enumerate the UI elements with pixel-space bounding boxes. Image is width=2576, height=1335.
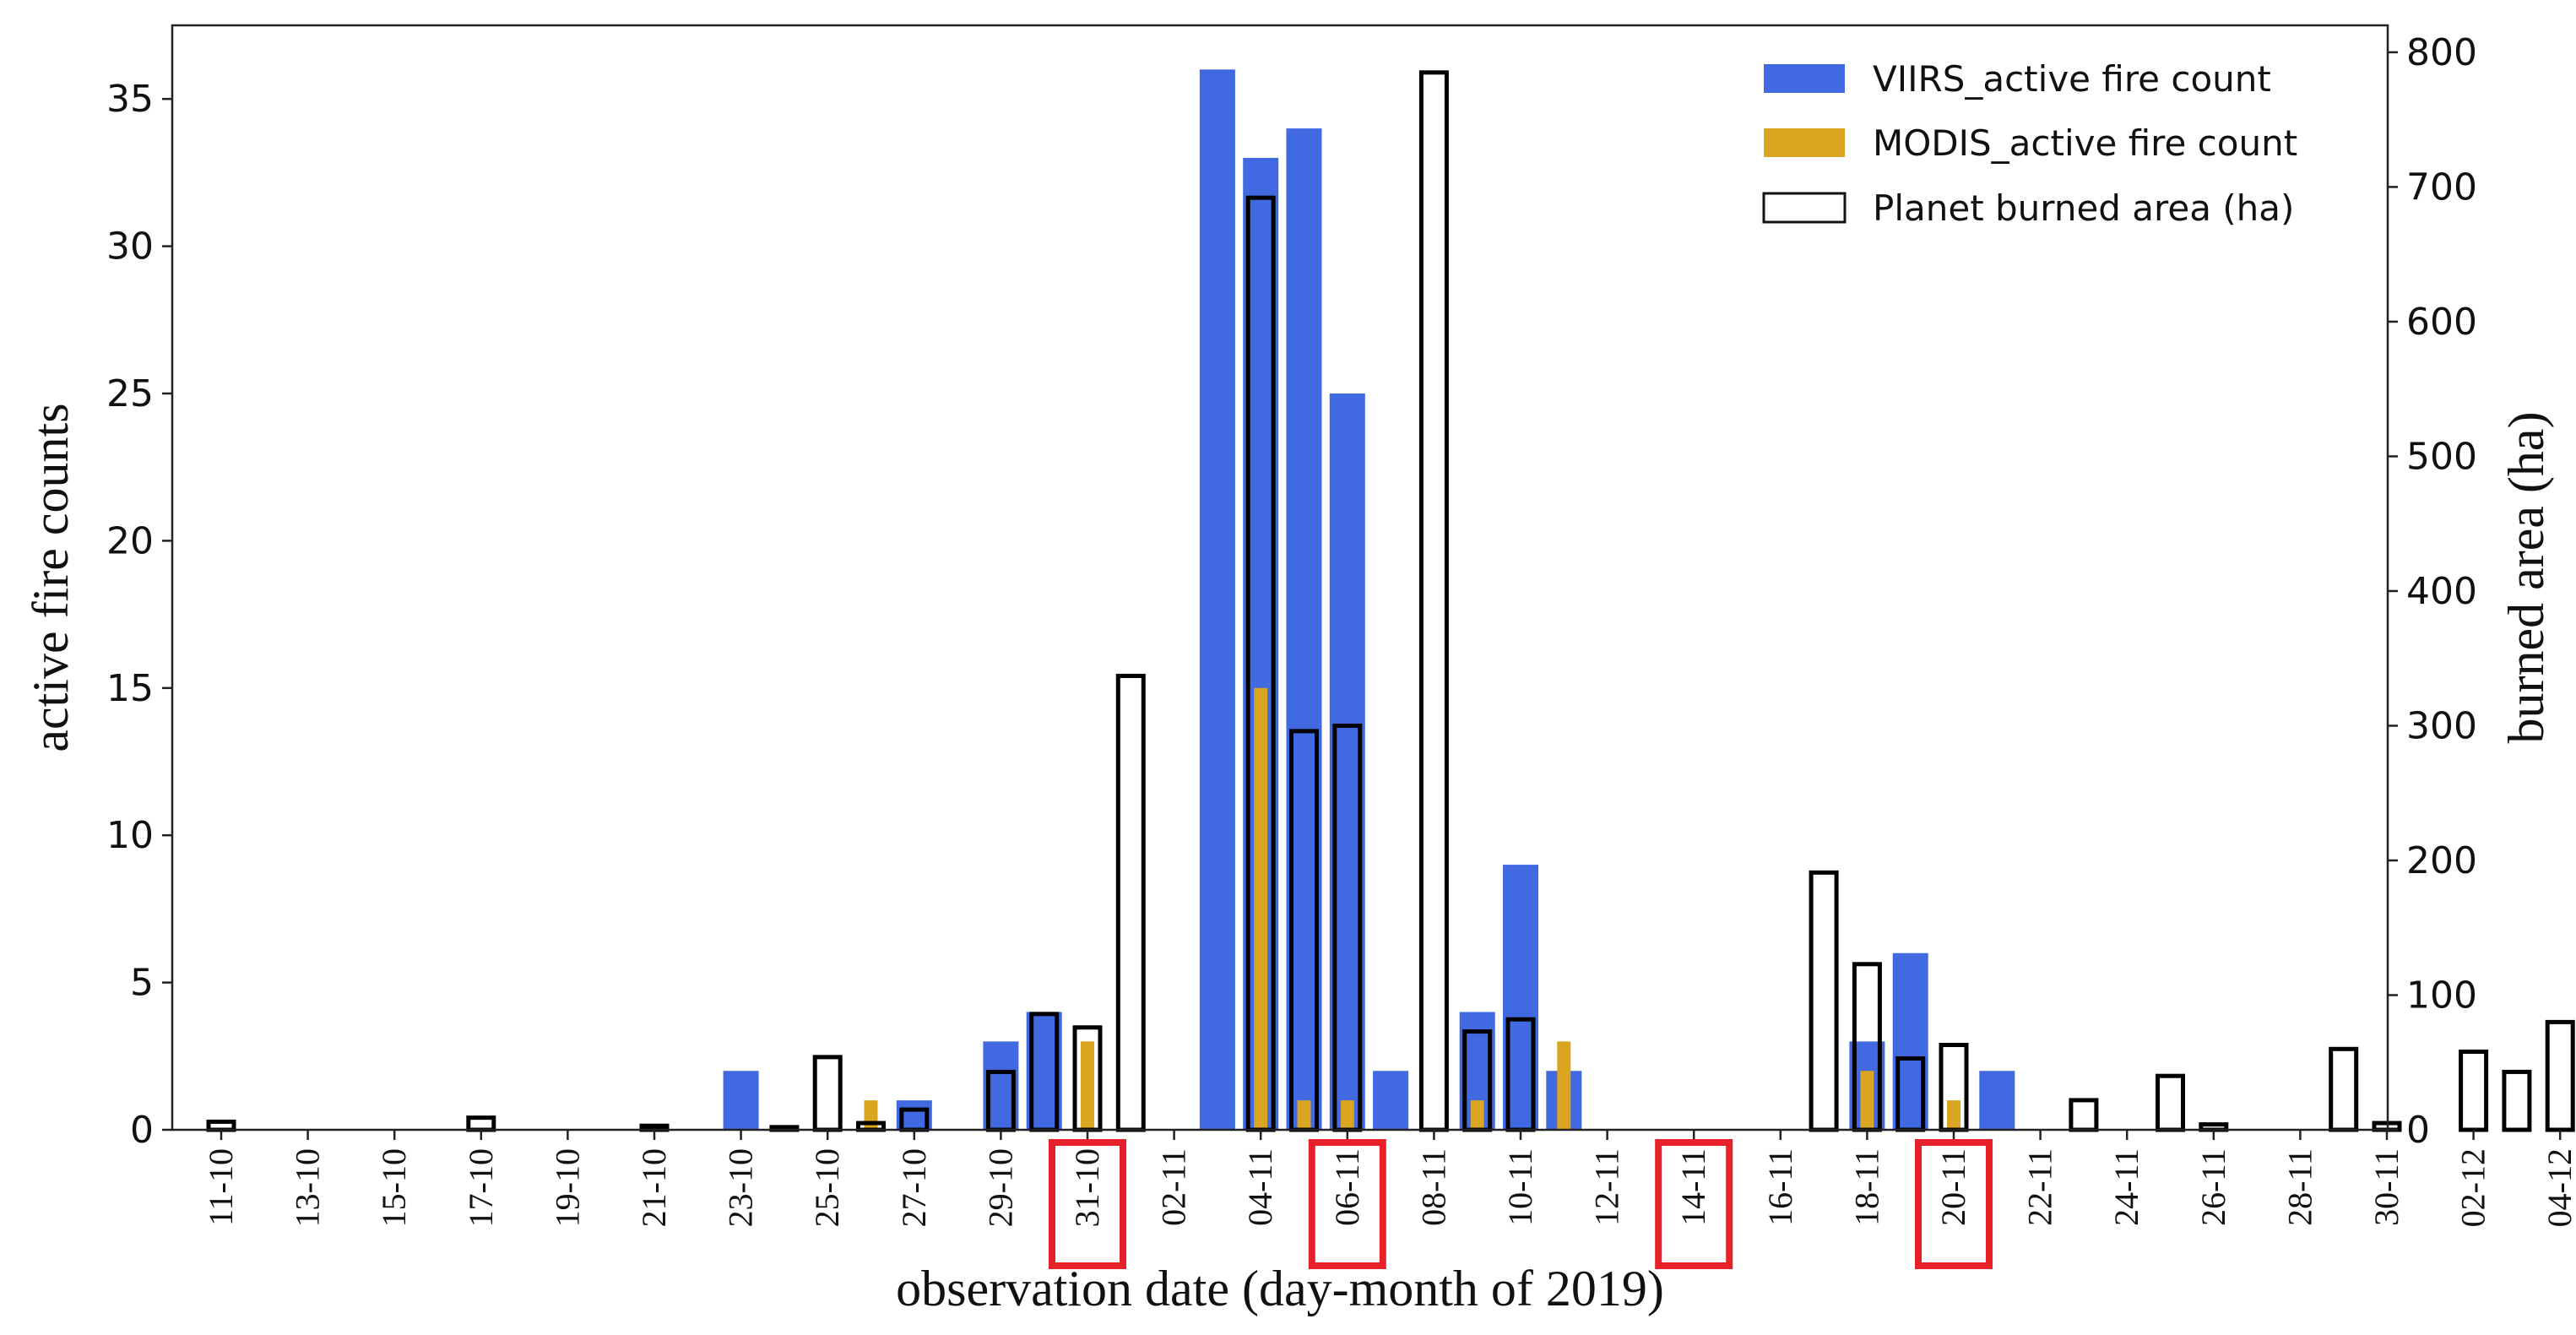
x-tick-label: 04-11 bbox=[1241, 1148, 1279, 1226]
y-axis-right-label: burned area (ha) bbox=[2498, 411, 2554, 743]
x-tick-label: 02-11 bbox=[1155, 1148, 1193, 1226]
y-right-tick-label: 200 bbox=[2406, 839, 2477, 882]
planet-bar bbox=[1418, 70, 1449, 1132]
legend-swatch-modis bbox=[1764, 128, 1845, 157]
highlight-layer bbox=[1049, 1139, 1993, 1269]
x-tick-label: 14-11 bbox=[1674, 1148, 1712, 1226]
x-tick-label: 08-11 bbox=[1414, 1148, 1452, 1226]
modis-bar bbox=[1470, 1100, 1484, 1130]
planet-bar bbox=[2329, 1046, 2359, 1132]
x-axis-label: observation date (day-month of 2019) bbox=[896, 1261, 1664, 1316]
x-tick-label: 30-11 bbox=[2367, 1148, 2405, 1226]
legend-label-planet: Planet burned area (ha) bbox=[1873, 187, 2294, 229]
modis-bar bbox=[864, 1100, 878, 1130]
x-tick-label: 13-10 bbox=[289, 1148, 327, 1227]
y-left-tick-label: 20 bbox=[106, 519, 154, 562]
x-tick-label: 15-10 bbox=[375, 1148, 413, 1227]
viirs-bar bbox=[1199, 69, 1235, 1131]
x-tick-label: 04-12 bbox=[2541, 1148, 2576, 1227]
legend-swatch-viirs bbox=[1764, 64, 1845, 93]
x-tick-label: 27-10 bbox=[895, 1148, 933, 1227]
y-left-tick-label: 30 bbox=[106, 225, 154, 269]
highlight-box bbox=[1308, 1139, 1386, 1269]
x-tick-label: 25-10 bbox=[808, 1148, 846, 1227]
highlight-box bbox=[1655, 1139, 1733, 1269]
planet-bar bbox=[1809, 870, 1839, 1132]
viirs-bar bbox=[723, 1071, 759, 1130]
planet-bar bbox=[812, 1055, 843, 1132]
highlight-box bbox=[1049, 1139, 1126, 1269]
x-tick-label: 31-10 bbox=[1068, 1148, 1106, 1227]
highlight-box bbox=[1915, 1139, 1993, 1269]
y-left-tick-label: 25 bbox=[106, 372, 154, 415]
modis-bar bbox=[1947, 1100, 1960, 1130]
planet-bar bbox=[2545, 1019, 2575, 1132]
viirs-bar bbox=[1373, 1071, 1409, 1130]
legend-label-viirs: VIIRS_active fire count bbox=[1873, 58, 2271, 100]
y-left-tick-label: 5 bbox=[130, 962, 154, 1005]
x-tick-label: 02-12 bbox=[2454, 1148, 2492, 1227]
x-tick-label: 17-10 bbox=[462, 1148, 500, 1227]
x-tick-label: 28-11 bbox=[2280, 1148, 2318, 1226]
ticks-layer: 0 5 10 15 20 25 30 35 0 100 200 300 400 500 600 700 800 1… bbox=[106, 31, 2576, 1227]
planet-bar bbox=[2156, 1073, 2185, 1132]
y-left-tick-label: 10 bbox=[106, 814, 154, 857]
x-tick-label: 19-10 bbox=[548, 1148, 586, 1227]
planet-bar bbox=[2459, 1049, 2489, 1132]
x-tick-label: 26-11 bbox=[2194, 1148, 2232, 1226]
x-tick-label: 06-11 bbox=[1328, 1148, 1366, 1226]
planet-bar bbox=[1115, 673, 1146, 1132]
planet-bar bbox=[466, 1115, 496, 1132]
x-tick-label: 10-11 bbox=[1501, 1148, 1539, 1226]
y-axis-left-label: active fire counts bbox=[23, 403, 79, 752]
modis-bar bbox=[1340, 1100, 1354, 1130]
planet-bar bbox=[206, 1119, 236, 1132]
legend: VIIRS_active fire count MODIS_active fir… bbox=[1762, 58, 2297, 229]
x-tick-label: 24-11 bbox=[2107, 1148, 2145, 1226]
modis-bar bbox=[1254, 687, 1268, 1130]
y-right-tick-label: 300 bbox=[2406, 704, 2477, 747]
x-tick-label: 12-11 bbox=[1588, 1148, 1626, 1226]
x-tick-label: 18-11 bbox=[1847, 1148, 1885, 1226]
legend-label-modis: MODIS_active fire count bbox=[1873, 122, 2297, 164]
plot-frame bbox=[171, 24, 2389, 1131]
x-tick-label: 22-11 bbox=[2021, 1148, 2059, 1226]
y-right-tick-label: 700 bbox=[2406, 166, 2477, 209]
y-right-tick-label: 800 bbox=[2406, 31, 2477, 74]
legend-swatch-planet bbox=[1762, 192, 1847, 224]
x-tick-label: 11-10 bbox=[202, 1148, 240, 1226]
y-left-tick-label: 15 bbox=[106, 667, 154, 710]
y-left-tick-label: 35 bbox=[106, 78, 154, 121]
modis-bar bbox=[1081, 1041, 1094, 1130]
x-tick-label: 16-11 bbox=[1761, 1148, 1799, 1226]
modis-bar bbox=[1297, 1100, 1311, 1130]
planet-bar bbox=[2069, 1098, 2099, 1132]
y-left-tick-label: 0 bbox=[130, 1109, 154, 1152]
x-tick-label: 29-10 bbox=[981, 1148, 1019, 1227]
x-tick-label: 20-11 bbox=[1934, 1148, 1972, 1226]
y-right-tick-label: 0 bbox=[2406, 1109, 2430, 1152]
modis-bar bbox=[1860, 1071, 1874, 1130]
y-right-tick-label: 500 bbox=[2406, 435, 2477, 478]
modis-bar bbox=[1557, 1041, 1571, 1130]
planet-bar bbox=[2502, 1069, 2532, 1132]
x-tick-label: 23-10 bbox=[722, 1148, 760, 1227]
x-tick-label: 21-10 bbox=[635, 1148, 673, 1227]
viirs-bar bbox=[1979, 1071, 2015, 1130]
y-right-tick-label: 100 bbox=[2406, 974, 2477, 1017]
y-right-tick-label: 600 bbox=[2406, 301, 2477, 344]
y-right-tick-label: 400 bbox=[2406, 570, 2477, 613]
